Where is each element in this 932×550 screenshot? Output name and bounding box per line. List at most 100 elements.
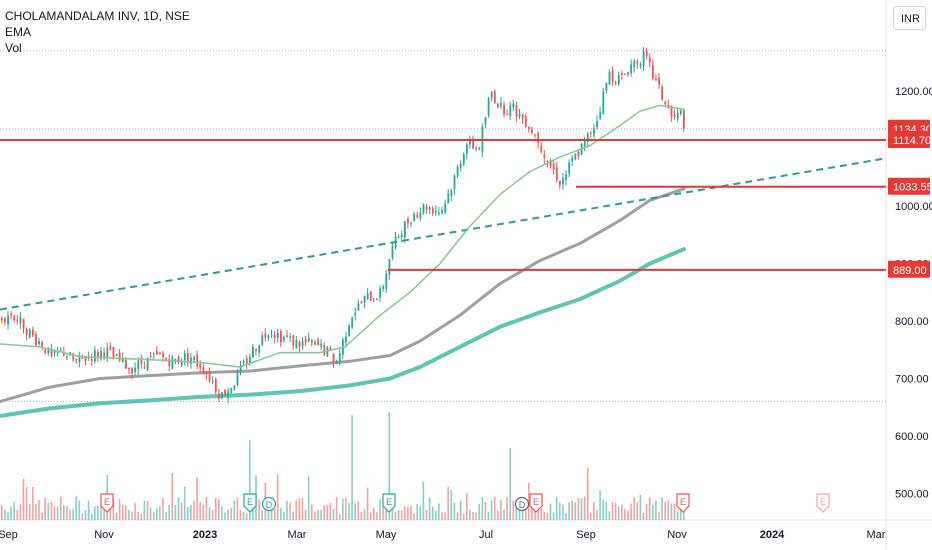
volume-bar <box>453 502 456 520</box>
time-tick-label: 2023 <box>193 529 217 541</box>
marker-shape <box>261 496 277 512</box>
volume-bar <box>379 499 381 520</box>
volume-bar <box>283 511 285 520</box>
volume-bar <box>32 487 34 520</box>
marker-label: E <box>533 497 539 507</box>
volume-bar <box>35 504 37 520</box>
candle-body <box>447 193 450 203</box>
candle-body <box>500 102 502 107</box>
volume-bar <box>633 497 635 520</box>
candle-body <box>289 336 292 338</box>
candle-body <box>50 349 53 356</box>
dividend-marker[interactable]: D <box>261 496 277 512</box>
earnings-marker[interactable]: E <box>382 493 396 513</box>
volume-bar <box>236 497 239 520</box>
volume-bar <box>614 502 617 520</box>
marker-label: E <box>680 497 686 507</box>
candle-body <box>205 372 208 375</box>
candle-body <box>103 352 106 358</box>
volume-bar <box>84 510 87 520</box>
volume-indicator-label[interactable]: Vol <box>5 41 22 55</box>
candle-body <box>354 313 357 315</box>
volume-bar <box>214 497 217 520</box>
currency-button[interactable]: INR <box>893 6 926 30</box>
volume-bar <box>438 503 440 520</box>
candle-body <box>391 246 394 259</box>
candle-body <box>478 148 481 150</box>
volume-bar <box>224 512 226 520</box>
volume-bar <box>63 505 65 520</box>
volume-bar <box>459 500 462 520</box>
marker-label: D <box>519 500 526 510</box>
candle-body <box>115 354 118 356</box>
volume-bar <box>335 496 338 520</box>
candle-body <box>118 352 121 361</box>
volume-bar <box>447 486 449 520</box>
earnings-marker[interactable]: E <box>676 493 690 513</box>
candle-body <box>438 212 440 214</box>
candle-body <box>648 58 651 63</box>
dividend-marker[interactable]: D <box>514 496 530 512</box>
candle-body <box>397 236 400 239</box>
ema-mid-line <box>0 187 686 403</box>
volume-bar <box>602 499 604 520</box>
candle-body <box>435 211 437 213</box>
volume-bar <box>134 502 136 520</box>
price-scale-tag[interactable] <box>888 177 930 195</box>
volume-bar <box>658 512 660 520</box>
earnings-marker[interactable]: E <box>100 493 114 513</box>
candle-body <box>28 329 31 338</box>
candle-body <box>645 50 648 56</box>
earnings-marker[interactable]: E <box>529 493 543 513</box>
volume-bar <box>391 506 394 520</box>
volume-bar <box>314 511 316 520</box>
candle-body <box>125 359 127 369</box>
candle-body <box>329 347 332 351</box>
volume-bar <box>100 505 102 520</box>
candle-body <box>159 352 161 354</box>
candle-body <box>512 103 515 108</box>
volume-bar <box>131 511 133 520</box>
volume-bar <box>593 502 595 520</box>
candle-body <box>469 139 471 145</box>
volume-bar <box>661 497 663 520</box>
symbol-title[interactable]: CHOLAMANDALAM INV, 1D, NSE <box>5 9 190 23</box>
candle-body <box>593 128 595 136</box>
volume-bar <box>177 497 180 520</box>
volume-bar <box>87 500 90 520</box>
ema-indicator-label[interactable]: EMA <box>5 25 32 39</box>
volume-bar <box>555 496 558 520</box>
candle-body <box>84 357 87 361</box>
earnings-marker[interactable]: E <box>243 493 257 513</box>
candle-body <box>555 167 558 181</box>
time-tick-label: 2024 <box>760 529 785 541</box>
candle-body <box>583 139 586 147</box>
volume-bar <box>140 513 143 520</box>
candle-body <box>156 351 158 355</box>
volume-bar <box>304 509 307 520</box>
candle-body <box>47 348 50 354</box>
volume-bar <box>218 499 220 520</box>
volume-bar <box>583 496 586 520</box>
volume-bar <box>78 500 81 520</box>
candle-body <box>152 353 155 355</box>
candle-body <box>444 203 447 213</box>
marker-label: E <box>820 497 826 507</box>
candles <box>1 47 685 404</box>
candle-body <box>559 180 561 186</box>
time-tick-label: Sep <box>576 529 596 541</box>
candle-body <box>273 335 276 338</box>
candle-body <box>280 331 282 343</box>
earnings-marker[interactable]: E <box>816 493 830 513</box>
volume-bar <box>53 505 56 520</box>
candle-body <box>177 356 180 363</box>
volume-bar <box>338 513 341 520</box>
volume-bar <box>165 511 167 520</box>
volume-bar <box>118 499 121 520</box>
candle-body <box>90 358 93 361</box>
trend-line[interactable] <box>0 157 887 311</box>
volume-bar <box>72 509 74 520</box>
price-scale-tag[interactable] <box>888 260 930 278</box>
price-scale-tag[interactable] <box>888 131 930 148</box>
